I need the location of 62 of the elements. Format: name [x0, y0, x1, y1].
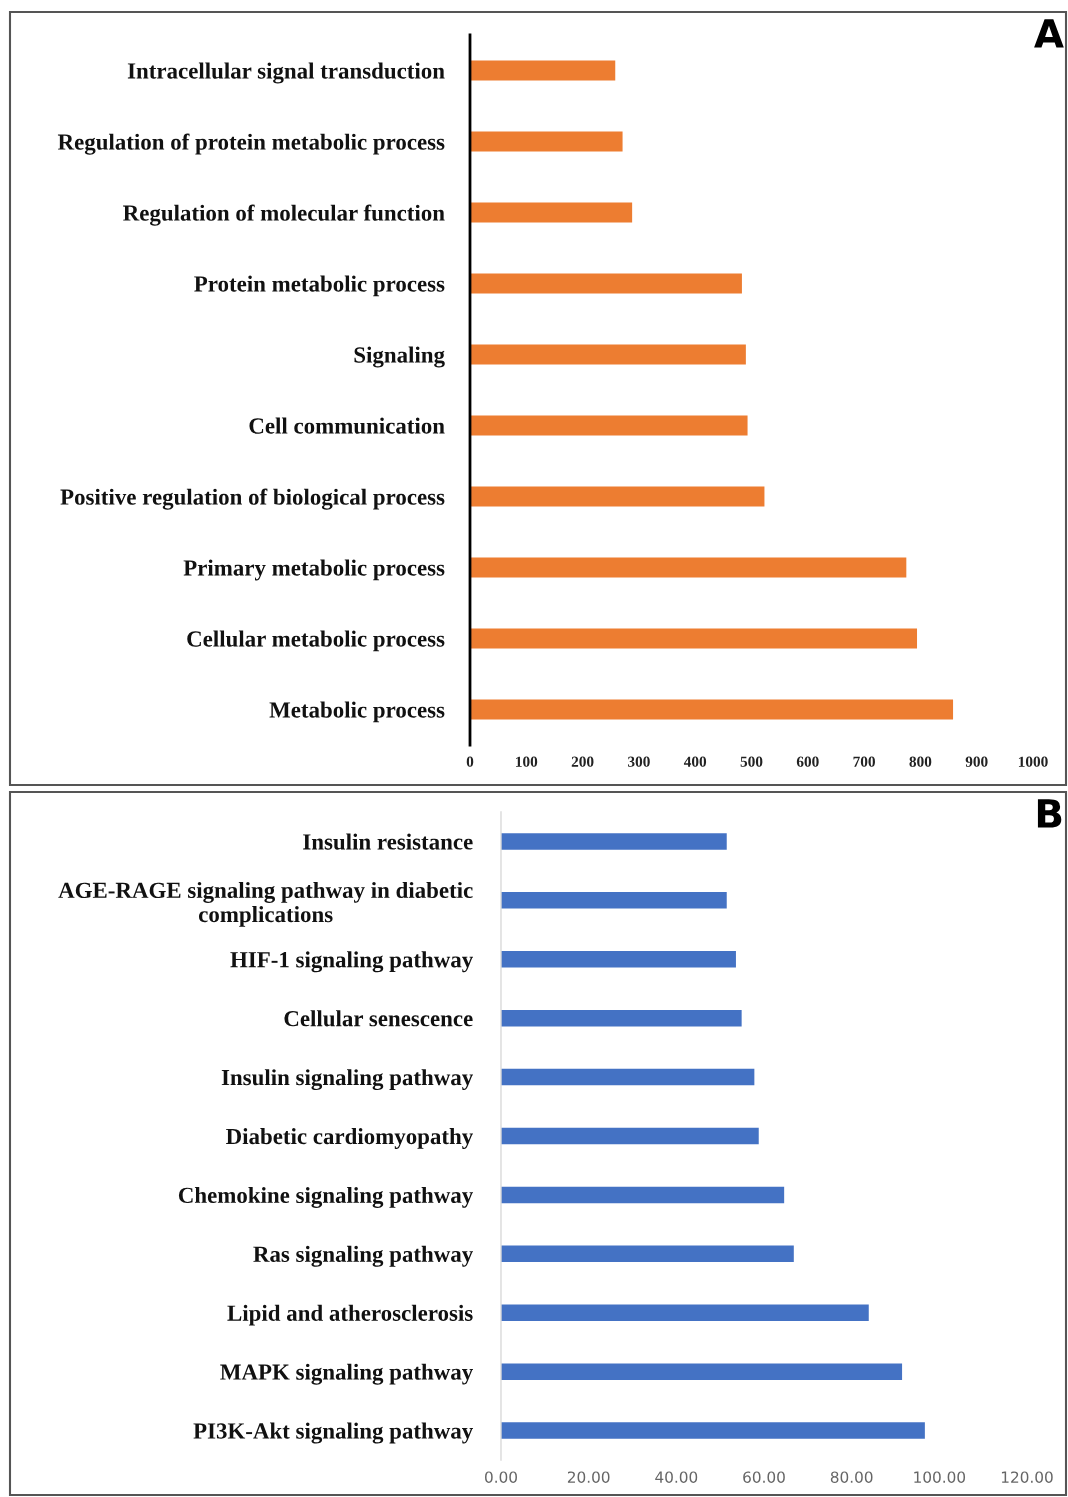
y-tick-label: PI3K-Akt signaling pathway [193, 1422, 474, 1444]
bar [470, 628, 918, 649]
y-tick-label: Protein metabolic process [194, 275, 445, 297]
x-tick-label: 600 [796, 756, 819, 767]
x-tick-label: 300 [628, 756, 650, 767]
bar [501, 892, 727, 909]
y-tick-label: Primary metabolic process [183, 559, 445, 581]
bar [501, 1127, 759, 1145]
x-tick-label: 200 [571, 756, 594, 767]
x-tick-label: 1000 [1018, 756, 1048, 767]
bar [501, 833, 727, 850]
x-tick-label: 700 [853, 756, 875, 767]
x-tick-label: 80.00 [830, 1471, 873, 1483]
y-tick-label: Cellular senescence [284, 1010, 473, 1027]
y-tick-label: Regulation of molecular function [123, 204, 445, 226]
x-tick-label: 60.00 [743, 1471, 785, 1483]
y-tick-label: Lipid and atherosclerosis [227, 1304, 473, 1326]
bar [470, 202, 633, 223]
y-tick-label: Cellular metabolic process [187, 630, 445, 652]
x-tick-label: 500 [740, 756, 763, 767]
bar [501, 951, 736, 968]
y-tick-label: Metabolic process [269, 701, 445, 723]
y-tick-label: MAPK signaling pathway [220, 1363, 474, 1385]
x-tick-label: 120.00 [1001, 1471, 1053, 1483]
x-tick-label: 20.00 [567, 1471, 610, 1483]
bar [470, 344, 746, 365]
x-tick-label: 40.00 [655, 1471, 698, 1483]
bar [501, 1068, 755, 1086]
bar [501, 1009, 742, 1027]
x-tick-label: 0.00 [485, 1471, 517, 1483]
y-tick-label: Diabetic cardiomyopathy [226, 1128, 473, 1149]
x-tick-label: 800 [909, 756, 932, 767]
bar [501, 1363, 903, 1380]
y-tick-label: Insulin signaling pathway [221, 1069, 474, 1091]
y-tick-label: Cell communication [249, 417, 445, 434]
x-tick-label: 0 [466, 756, 474, 767]
text: A [1034, 19, 1064, 48]
bar [470, 131, 623, 152]
bar [470, 415, 748, 436]
bar [470, 699, 954, 720]
bar [501, 1245, 794, 1263]
y-tick-label: Signaling [354, 346, 445, 368]
bar [470, 273, 742, 294]
x-tick-label: 100 [516, 756, 538, 767]
y-tick-label: AGE-RAGE signaling pathway in diabetic complications [58, 881, 473, 927]
y-tick-label: Chemokine signaling pathway [178, 1186, 474, 1208]
bar [470, 60, 616, 81]
text: B [1037, 799, 1062, 828]
bar [470, 486, 765, 507]
y-tick-label: Positive regulation of biological process [60, 488, 445, 510]
y-tick-label: Ras signaling pathway [253, 1245, 473, 1267]
y-tick-label: HIF-1 signaling pathway [230, 951, 474, 973]
y-tick-label: Insulin resistance [303, 833, 473, 850]
bar [501, 1186, 785, 1204]
x-tick-label: 400 [683, 756, 707, 767]
y-tick-label: Regulation of protein metabolic process [57, 133, 445, 155]
x-tick-label: 100.00 [914, 1471, 966, 1483]
bar [470, 557, 907, 578]
bar [501, 1422, 925, 1439]
bar [501, 1304, 869, 1321]
x-tick-label: 900 [965, 756, 988, 767]
y-tick-label: Intracellular signal transduction [127, 62, 445, 84]
